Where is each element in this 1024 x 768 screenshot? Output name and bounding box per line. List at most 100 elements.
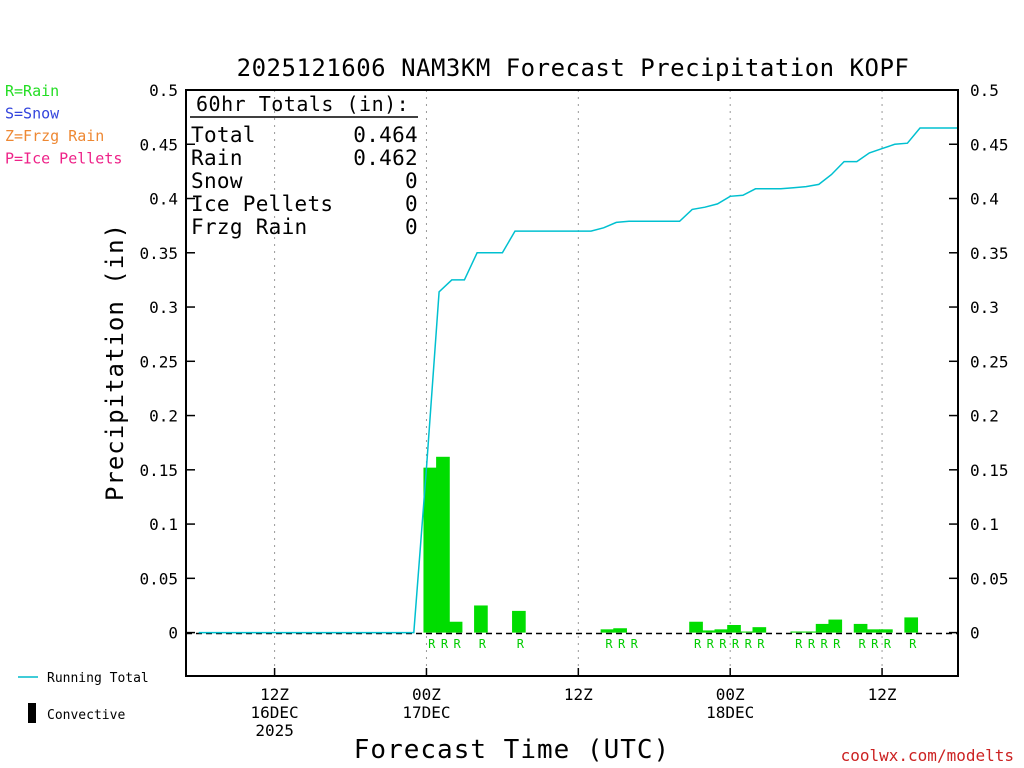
x-tick-label: 18DEC xyxy=(706,703,754,722)
precip-type-label: R xyxy=(820,637,828,651)
precip-bar xyxy=(815,623,830,633)
y-tick-label-right: 0.2 xyxy=(970,407,999,426)
y-tick-label-left: 0 xyxy=(168,624,178,643)
chart-title: 2025121606 NAM3KM Forecast Precipitation… xyxy=(237,54,910,82)
x-tick-label: 12Z xyxy=(564,685,593,704)
precip-type-label: R xyxy=(745,637,753,651)
precip-type-label: R xyxy=(909,637,917,651)
precip-bar xyxy=(727,624,741,633)
precip-type-label: R xyxy=(884,637,892,651)
precip-type-label: R xyxy=(808,637,816,651)
precip-type-label: R xyxy=(694,637,702,651)
totals-row-value: 0 xyxy=(405,169,418,193)
precip-type-label: R xyxy=(453,637,461,651)
y-tick-label-left: 0.45 xyxy=(139,135,178,154)
precip-type-label: R xyxy=(719,637,727,651)
x-tick-label: 00Z xyxy=(716,685,745,704)
y-tick-label-right: 0.15 xyxy=(970,461,1009,480)
precip-type-legend-item: P=Ice Pellets xyxy=(5,150,122,168)
precip-bar xyxy=(474,605,488,633)
precip-type-legend-item: R=Rain xyxy=(5,82,59,100)
precip-type-label: R xyxy=(707,637,715,651)
y-tick-label-left: 0.35 xyxy=(139,244,178,263)
x-tick-label: 12Z xyxy=(868,685,897,704)
y-tick-label-left: 0.05 xyxy=(139,569,178,588)
bars-group xyxy=(423,456,919,633)
precip-bar xyxy=(448,621,463,633)
y-tick-label-left: 0.25 xyxy=(139,352,178,371)
y-tick-label-left: 0.2 xyxy=(149,407,178,426)
y-axis-ticks: 0.5 0.5 0.45 0.45 0.4 0.4 0.35 0.35 0.3 0.3 0.25 0.… xyxy=(139,81,1008,643)
y-tick-label-right: 0.1 xyxy=(970,515,999,534)
precip-type-label: R xyxy=(479,637,487,651)
x-tick-label: 12Z xyxy=(260,685,289,704)
precip-type-label: R xyxy=(833,637,841,651)
series-legend: Running Total Convective xyxy=(18,671,149,723)
credit-text: coolwx.com/modelts xyxy=(841,746,1014,765)
precip-type-legend-item: Z=Frzg Rain xyxy=(5,127,104,145)
x-axis-label: Forecast Time (UTC) xyxy=(354,735,670,765)
precip-bar xyxy=(790,631,805,633)
y-tick-label-right: 0.3 xyxy=(970,298,999,317)
y-tick-label-right: 0.45 xyxy=(970,135,1009,154)
y-tick-label-left: 0.15 xyxy=(139,461,178,480)
y-tick-label-right: 0.25 xyxy=(970,352,1009,371)
precip-bar xyxy=(512,610,526,633)
totals-row-label: Snow xyxy=(191,169,243,193)
precip-type-label: R xyxy=(517,637,525,651)
precip-bar xyxy=(613,628,627,633)
precip-bar xyxy=(739,631,754,633)
totals-row-value: 0 xyxy=(405,215,418,239)
precip-bar xyxy=(436,456,450,633)
precip-type-label: R xyxy=(605,637,613,651)
x-tick-label: 17DEC xyxy=(402,703,450,722)
totals-row-label: Rain xyxy=(191,146,243,170)
precip-type-label: R xyxy=(732,637,740,651)
precip-bar xyxy=(714,629,729,633)
convective-legend-swatch xyxy=(28,703,36,723)
y-axis-label: Precipitation (in) xyxy=(101,223,129,501)
totals-row-label: Frzg Rain xyxy=(191,215,308,239)
totals-row-value: 0.462 xyxy=(353,146,418,170)
precip-type-label: R xyxy=(631,637,639,651)
precip-type-label: R xyxy=(757,637,765,651)
precip-bar xyxy=(423,467,438,633)
y-tick-label-right: 0.05 xyxy=(970,569,1009,588)
precip-type-legend-item: S=Snow xyxy=(5,105,60,123)
precip-type-label: R xyxy=(441,637,449,651)
y-tick-label-left: 0.3 xyxy=(149,298,178,317)
precip-type-label: R xyxy=(428,637,436,651)
running-total-line xyxy=(198,127,958,634)
y-tick-label-right: 0.5 xyxy=(970,81,999,100)
running-total-legend-label: Running Total xyxy=(47,671,149,686)
totals-row-value: 0 xyxy=(405,192,418,216)
precip-bar xyxy=(689,621,703,633)
totals-row-value: 0.464 xyxy=(353,123,418,147)
x-tick-label: 16DEC xyxy=(251,703,299,722)
grid-lines xyxy=(274,90,883,676)
precip-type-label: R xyxy=(858,637,866,651)
precip-bar xyxy=(904,617,919,633)
precip-bar xyxy=(600,629,615,633)
precip-bar xyxy=(879,629,893,633)
y-tick-label-right: 0.35 xyxy=(970,244,1009,263)
precip-bar xyxy=(752,627,767,633)
precip-type-label: R xyxy=(618,637,626,651)
totals-row-label: Total xyxy=(191,123,256,147)
precip-type-label: R xyxy=(795,637,803,651)
totals-box: 60hr Totals (in): Total 0.464 Rain 0.462 Snow… xyxy=(190,92,418,239)
precip-bar xyxy=(828,619,843,633)
precip-bar xyxy=(701,630,716,633)
y-tick-label-left: 0.1 xyxy=(149,515,178,534)
y-tick-label-right: 0 xyxy=(970,624,980,643)
precip-bar xyxy=(803,631,817,633)
precip-type-label: R xyxy=(871,637,879,651)
convective-legend-label: Convective xyxy=(47,708,125,723)
precip-type-legend: R=Rain S=Snow Z=Frzg Rain P=Ice Pellets xyxy=(5,82,122,168)
plot-frame xyxy=(185,89,959,677)
y-tick-label-right: 0.4 xyxy=(970,190,999,209)
x-tick-label: 2025 xyxy=(255,721,294,740)
